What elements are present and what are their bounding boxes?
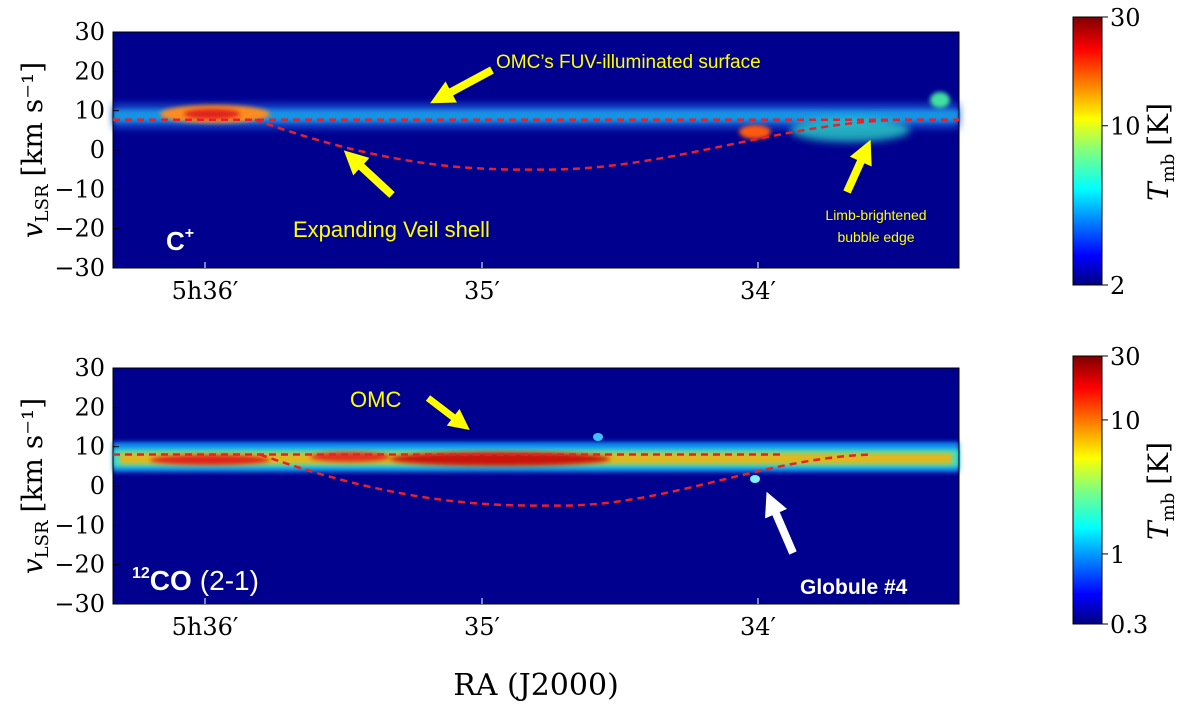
colorbar-cplus — [1072, 16, 1103, 286]
y-tick-label: −20 — [54, 551, 105, 579]
panel-co: 30 20 10 0 −10 −20 −30 5h36′ 35′ 34′ vLSR[km s⁻¹… — [16, 343, 1179, 703]
emission-co-peak-west — [150, 455, 270, 465]
emission-co-peak-center — [390, 452, 610, 466]
colorbar-tick-label: 30 — [1110, 4, 1141, 32]
label-omc: OMC — [350, 387, 401, 412]
y-tick-label: −30 — [54, 590, 105, 618]
arrow-limb-edge — [843, 139, 872, 194]
emission-cplus-west-peak — [184, 109, 240, 119]
ylabel-co: vLSR[km s⁻¹] — [16, 398, 53, 574]
colorbar-tick-label: 30 — [1110, 343, 1141, 371]
y-tick-label: −30 — [54, 254, 105, 282]
label-limb-edge-1: Limb-brightened — [825, 207, 926, 223]
y-tick-label: 30 — [74, 18, 105, 46]
colorbar-tick-label: 0.3 — [1110, 611, 1148, 639]
y-ticks-co: 30 20 10 0 −10 −20 −30 — [54, 354, 119, 618]
y-tick-label: −10 — [54, 175, 105, 203]
colorbar-tick-label: 1 — [1110, 541, 1125, 569]
x-tick-label: 35′ — [464, 277, 500, 305]
y-tick-label: 20 — [74, 57, 105, 85]
x-tick-label: 35′ — [464, 613, 500, 641]
x-ticks-co: 5h36′ 35′ 34′ — [172, 598, 776, 641]
emission-cplus — [113, 92, 959, 142]
y-tick-label: 20 — [74, 393, 105, 421]
label-limb-edge-2: bubble edge — [837, 229, 914, 245]
colorbar-tick-label: 10 — [1110, 407, 1141, 435]
emission-co-knot — [593, 433, 603, 441]
label-veil-shell: Expanding Veil shell — [293, 217, 490, 242]
colorbar-label-co: Tmb[K] — [1142, 442, 1179, 540]
emission-co — [113, 433, 959, 483]
y-tick-label: 0 — [90, 472, 105, 500]
emission-cplus-ne-knot — [930, 92, 950, 108]
colorbar-co — [1072, 355, 1103, 625]
panel-label-cplus: C+ — [166, 225, 194, 256]
panel-label-co: 12CO (2-1) — [132, 565, 259, 596]
y-tick-label: 30 — [74, 354, 105, 382]
emission-cplus-edge-glow — [790, 118, 910, 142]
panel-cplus: 30 20 10 0 −10 −20 −30 5h36′ 35′ 34′ vLSR[km s⁻¹… — [16, 4, 1179, 305]
colorbar-tick-label: 10 — [1110, 113, 1141, 141]
x-ticks-cplus: 5h36′ 35′ 34′ — [172, 262, 776, 305]
y-tick-label: −10 — [54, 511, 105, 539]
y-ticks-cplus: 30 20 10 0 −10 −20 −30 — [54, 18, 119, 282]
x-tick-label: 5h36′ — [172, 277, 239, 305]
xlabel-co: RA (J2000) — [453, 668, 619, 703]
x-tick-label: 34′ — [740, 613, 776, 641]
x-tick-label: 5h36′ — [172, 613, 239, 641]
arrow-omc-surface — [430, 66, 494, 104]
shell-curve-cplus — [254, 118, 901, 171]
label-globule: Globule #4 — [800, 576, 908, 599]
label-omc-surface: OMC’s FUV-illuminated surface — [496, 52, 761, 73]
heatmap-cplus — [113, 32, 959, 268]
arrow-veil-shell — [343, 150, 395, 198]
heatmap-co — [113, 368, 959, 604]
colorbar-ticks-co: 30 10 1 0.3 — [1102, 343, 1148, 639]
y-tick-label: 0 — [90, 136, 105, 164]
arrow-globule — [765, 491, 797, 555]
colorbar-ticks-cplus: 30 10 2 — [1102, 4, 1141, 300]
arrow-omc — [425, 395, 470, 430]
emission-cplus-core — [113, 110, 959, 122]
shell-curve-co — [259, 453, 871, 507]
y-tick-label: 10 — [74, 97, 105, 125]
x-tick-label: 34′ — [740, 277, 776, 305]
emission-co-globule — [750, 475, 760, 483]
colorbar-label-cplus: Tmb[K] — [1142, 103, 1179, 201]
y-tick-label: 10 — [74, 433, 105, 461]
emission-cplus-east-clump — [739, 125, 771, 139]
colorbar-tick-label: 2 — [1110, 272, 1125, 300]
y-tick-label: −20 — [54, 215, 105, 243]
ylabel-cplus: vLSR[km s⁻¹] — [16, 62, 53, 238]
